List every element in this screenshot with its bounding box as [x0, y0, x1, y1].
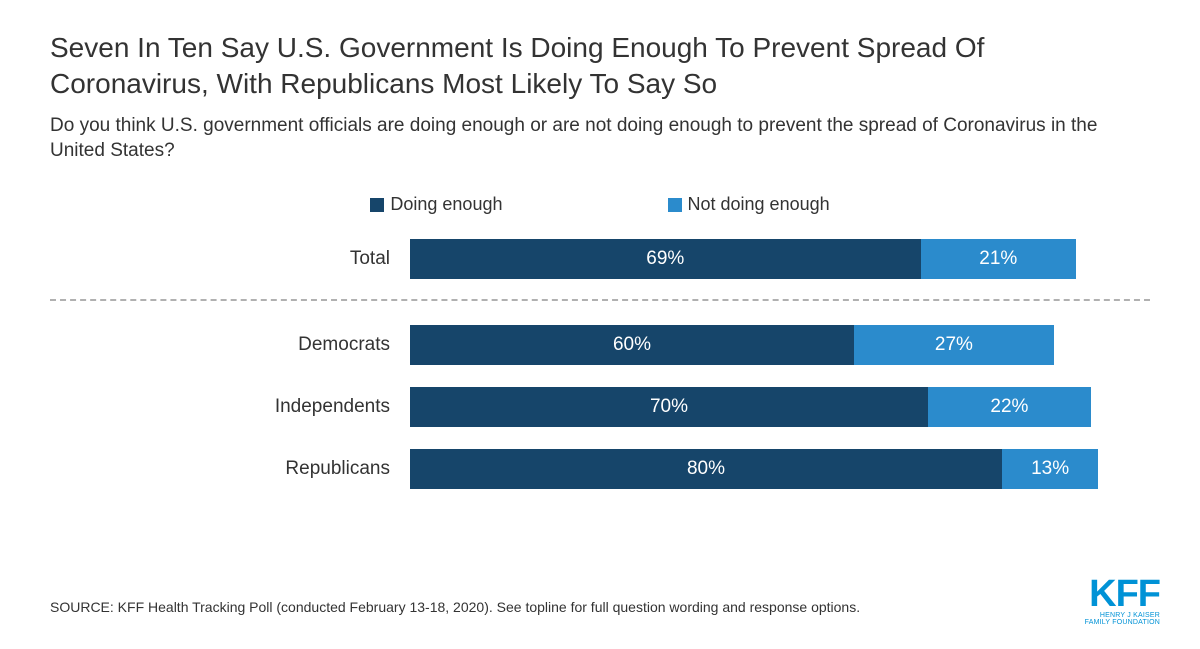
logo-main: KFF [1085, 577, 1160, 611]
legend-swatch-not-doing [668, 198, 682, 212]
legend-label-doing: Doing enough [390, 194, 502, 215]
bar-track: 60% 27% [410, 325, 1150, 365]
bar-row-total: Total 69% 21% [50, 237, 1150, 281]
bar-row-independents: Independents 70% 22% [50, 385, 1150, 429]
bar-segment-doing: 70% [410, 387, 928, 427]
row-label: Total [50, 248, 410, 270]
source-note: SOURCE: KFF Health Tracking Poll (conduc… [50, 599, 860, 615]
bar-segment-not-doing: 27% [854, 325, 1054, 365]
legend-swatch-doing [370, 198, 384, 212]
bar-track: 69% 21% [410, 239, 1150, 279]
kff-logo: KFF HENRY J KAISER FAMILY FOUNDATION [1085, 577, 1160, 627]
logo-sub-line2: FAMILY FOUNDATION [1085, 619, 1160, 627]
legend: Doing enough Not doing enough [50, 194, 1150, 217]
row-label: Independents [50, 396, 410, 418]
bar-segment-doing: 69% [410, 239, 921, 279]
legend-item-doing: Doing enough [370, 194, 502, 215]
legend-item-not-doing: Not doing enough [668, 194, 830, 215]
bar-track: 80% 13% [410, 449, 1150, 489]
chart-title: Seven In Ten Say U.S. Government Is Doin… [50, 30, 1150, 103]
bar-chart: Total 69% 21% Democrats 60% 27% Independ… [50, 237, 1150, 491]
bar-segment-not-doing: 21% [921, 239, 1076, 279]
bar-row-republicans: Republicans 80% 13% [50, 447, 1150, 491]
bar-row-democrats: Democrats 60% 27% [50, 323, 1150, 367]
chart-subtitle: Do you think U.S. government officials a… [50, 113, 1150, 164]
row-label: Republicans [50, 458, 410, 480]
bar-segment-not-doing: 13% [1002, 449, 1098, 489]
bar-segment-doing: 60% [410, 325, 854, 365]
bar-segment-not-doing: 22% [928, 387, 1091, 427]
bar-track: 70% 22% [410, 387, 1150, 427]
group-divider [50, 299, 1150, 301]
bar-segment-doing: 80% [410, 449, 1002, 489]
row-label: Democrats [50, 334, 410, 356]
legend-label-not-doing: Not doing enough [688, 194, 830, 215]
